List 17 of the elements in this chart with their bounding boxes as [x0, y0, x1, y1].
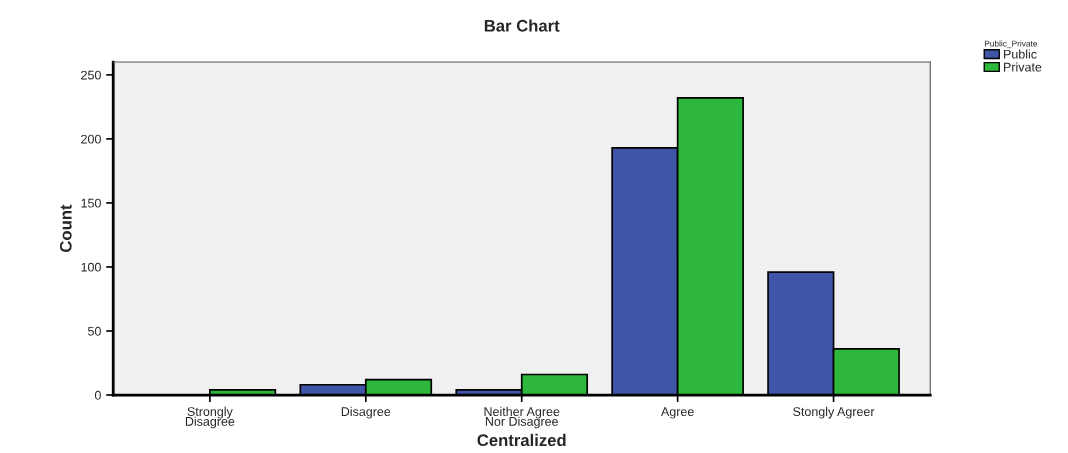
y-tick-label: 150 — [81, 198, 101, 208]
x-tick-label: Neither Agree Nor Disagree — [484, 406, 560, 429]
chart-title: Bar Chart — [484, 19, 560, 32]
y-tick-label: 250 — [81, 70, 101, 80]
x-axis-title: Centralized — [477, 433, 566, 447]
legend-label: Public — [1004, 49, 1037, 59]
x-tick-label: Agree — [660, 407, 694, 419]
y-tick-label: 200 — [81, 134, 101, 144]
x-tick-label: Stongly Agreer — [793, 406, 875, 419]
x-tick-label: Strongly Disagree — [185, 406, 235, 429]
y-tick-label: 0 — [94, 390, 101, 400]
legend-label: Private — [1004, 62, 1042, 72]
y-tick-label: 100 — [81, 262, 101, 272]
y-axis-title: Count — [59, 204, 72, 252]
y-tick-label: 50 — [88, 326, 101, 336]
legend-title: Public_Private — [984, 40, 1038, 49]
x-tick-label: Disagree — [341, 406, 391, 419]
